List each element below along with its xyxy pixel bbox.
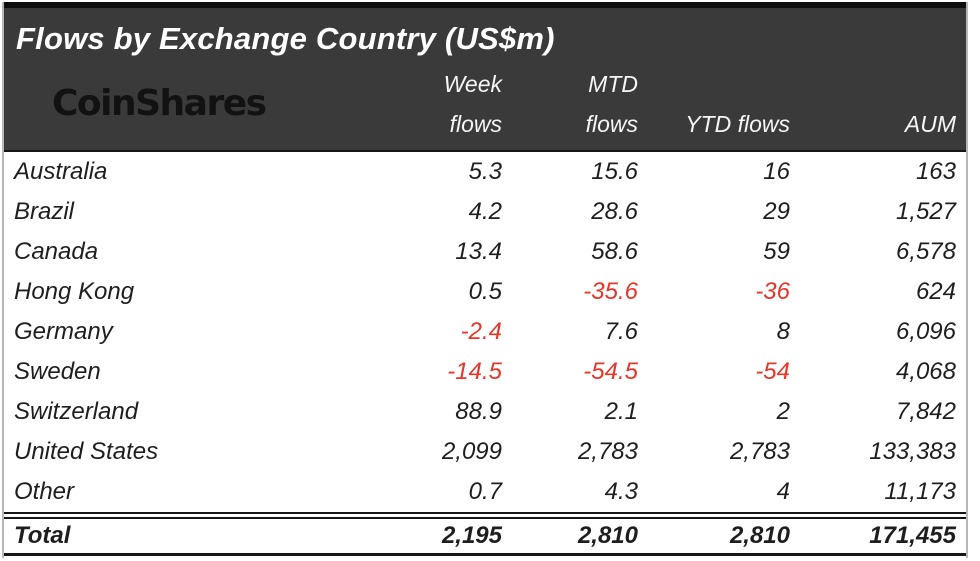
column-header-week-line1: Week (443, 71, 502, 97)
week-flows-cell: -14.5 (447, 358, 502, 385)
table-row-australia: Australia 5.3 15.6 16 163 (4, 152, 966, 192)
week-flows-cell: 2,099 (441, 438, 502, 465)
country-cell: Other (14, 478, 75, 505)
aum-cell: 163 (915, 158, 956, 185)
mtd-flows-cell: 7.6 (604, 318, 638, 345)
column-header-mtd-line2: flows (585, 111, 638, 137)
page-title: Flows by Exchange Country (US$m) (16, 21, 555, 56)
table-row-brazil: Brazil 4.2 28.6 29 1,527 (4, 192, 966, 232)
week-flows-cell: 5.3 (468, 158, 502, 185)
aum-cell: 6,578 (895, 238, 956, 265)
week-flows-cell: 4.2 (468, 198, 502, 225)
aum-cell: 7,842 (895, 398, 956, 425)
column-header-aum: AUM (904, 111, 956, 137)
table-top-border (4, 2, 966, 8)
aum-cell: 11,173 (884, 478, 956, 505)
table-row-total: Total 2,195 2,810 2,810 171,455 (4, 519, 966, 556)
table-row-switzerland: Switzerland 88.9 2.1 2 7,842 (4, 392, 966, 432)
total-ytd-flows-cell: 2,810 (729, 522, 790, 549)
table-header: Flows by Exchange Country (US$m) CoinSha… (4, 8, 966, 152)
column-header-ytd-flows: YTD flows (685, 111, 790, 137)
week-flows-cell: 88.9 (455, 398, 502, 425)
ytd-flows-cell: 8 (776, 318, 790, 345)
country-cell: Australia (14, 158, 108, 185)
column-header-week-flows: Week flows (410, 64, 508, 144)
week-flows-cell: 0.7 (468, 478, 502, 505)
ytd-flows-cell: 4 (776, 478, 790, 505)
table-row-united-states: United States 2,099 2,783 2,783 133,383 (4, 432, 966, 472)
week-flows-cell: 0.5 (468, 278, 502, 305)
table-row-sweden: Sweden -14.5 -54.5 -54 4,068 (4, 352, 966, 392)
column-header-week-line2: flows (449, 111, 502, 137)
column-header-row: CoinShares Week flows MTD flows YTD flow… (4, 57, 966, 150)
mtd-flows-cell: 2.1 (604, 398, 638, 425)
mtd-flows-cell: -35.6 (583, 278, 638, 305)
country-cell: Germany (14, 318, 113, 345)
country-cell: Brazil (14, 198, 75, 225)
ytd-flows-cell: -36 (755, 278, 790, 305)
aum-cell: 6,096 (895, 318, 956, 345)
column-header-mtd-line1: MTD (588, 71, 638, 97)
ytd-flows-cell: 16 (763, 158, 790, 185)
week-flows-cell: -2.4 (460, 318, 502, 345)
table-row-hong-kong: Hong Kong 0.5 -35.6 -36 624 (4, 272, 966, 312)
mtd-flows-cell: 58.6 (591, 238, 638, 265)
total-mtd-flows-cell: 2,810 (577, 522, 638, 549)
total-week-flows-cell: 2,195 (441, 522, 502, 549)
country-cell: Canada (14, 238, 99, 265)
ytd-flows-cell: 59 (763, 238, 790, 265)
total-separator-rule (4, 512, 966, 519)
ytd-flows-cell: 2,783 (729, 438, 790, 465)
ytd-flows-cell: -54 (755, 358, 790, 385)
aum-cell: 4,068 (895, 358, 956, 385)
total-label: Total (14, 522, 71, 549)
ytd-flows-cell: 2 (776, 398, 790, 425)
country-cell: Sweden (14, 358, 101, 385)
table-row-canada: Canada 13.4 58.6 59 6,578 (4, 232, 966, 272)
mtd-flows-cell: 15.6 (591, 158, 638, 185)
aum-cell: 133,383 (869, 438, 956, 465)
table-row-germany: Germany -2.4 7.6 8 6,096 (4, 312, 966, 352)
flows-table: Flows by Exchange Country (US$m) CoinSha… (2, 2, 968, 558)
mtd-flows-cell: -54.5 (583, 358, 638, 385)
aum-cell: 1,527 (895, 198, 956, 225)
table-row-other: Other 0.7 4.3 4 11,173 (4, 472, 966, 512)
total-aum-cell: 171,455 (869, 522, 956, 549)
mtd-flows-cell: 2,783 (577, 438, 638, 465)
column-header-mtd-flows: MTD flows (508, 64, 644, 144)
country-cell: United States (14, 438, 159, 465)
coinshares-logo: CoinShares (52, 83, 267, 124)
mtd-flows-cell: 4.3 (604, 478, 638, 505)
aum-cell: 624 (915, 278, 956, 305)
country-cell: Hong Kong (14, 278, 135, 305)
country-cell: Switzerland (14, 398, 139, 425)
ytd-flows-cell: 29 (763, 198, 790, 225)
week-flows-cell: 13.4 (455, 238, 502, 265)
mtd-flows-cell: 28.6 (591, 198, 638, 225)
